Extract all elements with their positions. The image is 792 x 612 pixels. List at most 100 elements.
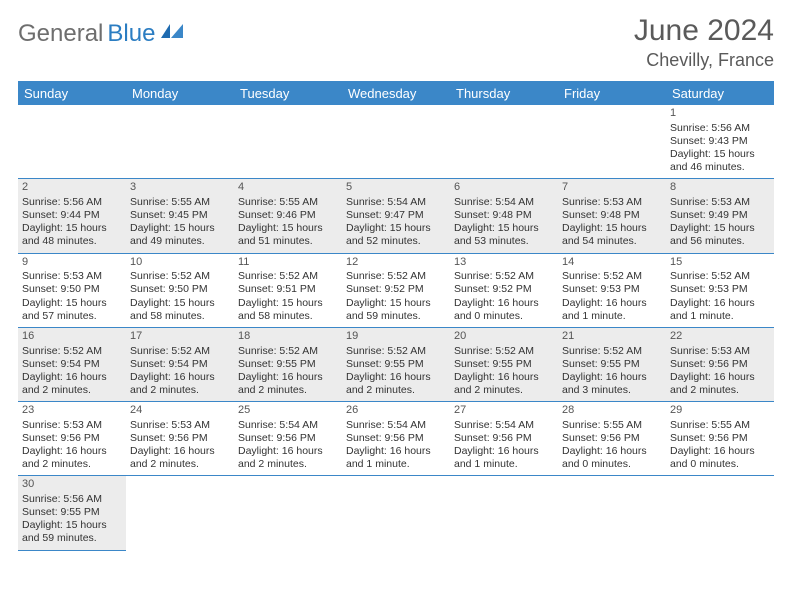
sunset-line: Sunset: 9:51 PM [238,283,338,296]
daylight-line: Daylight: 16 hours and 2 minutes. [130,445,230,471]
sunset-line: Sunset: 9:48 PM [562,209,662,222]
calendar-cell: 20Sunrise: 5:52 AMSunset: 9:55 PMDayligh… [450,328,558,402]
sunset-line: Sunset: 9:49 PM [670,209,770,222]
day-header: Monday [126,82,234,105]
day-number: 1 [670,107,770,121]
calendar-cell-empty [558,476,666,550]
sunset-line: Sunset: 9:44 PM [22,209,122,222]
day-number: 8 [670,181,770,195]
daylight-line: Daylight: 15 hours and 56 minutes. [670,222,770,248]
sunrise-line: Sunrise: 5:56 AM [22,493,122,506]
day-number: 30 [22,478,122,492]
logo: GeneralBlue [18,14,185,48]
sunset-line: Sunset: 9:56 PM [22,432,122,445]
day-number: 6 [454,181,554,195]
calendar-cell-empty [342,476,450,550]
day-number: 3 [130,181,230,195]
day-number: 24 [130,404,230,418]
sunset-line: Sunset: 9:56 PM [562,432,662,445]
calendar-cell: 1Sunrise: 5:56 AMSunset: 9:43 PMDaylight… [666,105,774,179]
daylight-line: Daylight: 16 hours and 2 minutes. [22,445,122,471]
calendar-cell: 21Sunrise: 5:52 AMSunset: 9:55 PMDayligh… [558,328,666,402]
day-number: 22 [670,330,770,344]
calendar-cell: 5Sunrise: 5:54 AMSunset: 9:47 PMDaylight… [342,179,450,253]
day-number: 11 [238,256,338,270]
day-number: 17 [130,330,230,344]
sunset-line: Sunset: 9:52 PM [454,283,554,296]
calendar-cell-empty [450,476,558,550]
sunrise-line: Sunrise: 5:54 AM [454,196,554,209]
calendar-cell: 22Sunrise: 5:53 AMSunset: 9:56 PMDayligh… [666,328,774,402]
sunset-line: Sunset: 9:55 PM [346,358,446,371]
daylight-line: Daylight: 16 hours and 2 minutes. [22,371,122,397]
calendar-cell: 7Sunrise: 5:53 AMSunset: 9:48 PMDaylight… [558,179,666,253]
month-title: June 2024 [634,14,774,48]
sunrise-line: Sunrise: 5:55 AM [238,196,338,209]
daylight-line: Daylight: 15 hours and 57 minutes. [22,297,122,323]
daylight-line: Daylight: 16 hours and 1 minute. [346,445,446,471]
daylight-line: Daylight: 15 hours and 51 minutes. [238,222,338,248]
day-header: Friday [558,82,666,105]
daylight-line: Daylight: 16 hours and 2 minutes. [454,371,554,397]
sunrise-line: Sunrise: 5:55 AM [562,419,662,432]
sunset-line: Sunset: 9:53 PM [670,283,770,296]
sunset-line: Sunset: 9:56 PM [670,432,770,445]
calendar-cell-empty [342,105,450,179]
calendar-cell: 18Sunrise: 5:52 AMSunset: 9:55 PMDayligh… [234,328,342,402]
day-number: 19 [346,330,446,344]
day-number: 7 [562,181,662,195]
calendar-cell: 14Sunrise: 5:52 AMSunset: 9:53 PMDayligh… [558,254,666,328]
calendar-cell-empty [126,105,234,179]
sunset-line: Sunset: 9:56 PM [238,432,338,445]
daylight-line: Daylight: 16 hours and 0 minutes. [562,445,662,471]
sunrise-line: Sunrise: 5:52 AM [670,270,770,283]
daylight-line: Daylight: 16 hours and 0 minutes. [670,445,770,471]
calendar-cell-empty [558,105,666,179]
sunrise-line: Sunrise: 5:52 AM [562,345,662,358]
daylight-line: Daylight: 15 hours and 52 minutes. [346,222,446,248]
day-number: 23 [22,404,122,418]
calendar-cell: 26Sunrise: 5:54 AMSunset: 9:56 PMDayligh… [342,402,450,476]
calendar-cell: 13Sunrise: 5:52 AMSunset: 9:52 PMDayligh… [450,254,558,328]
sunset-line: Sunset: 9:48 PM [454,209,554,222]
calendar-cell: 19Sunrise: 5:52 AMSunset: 9:55 PMDayligh… [342,328,450,402]
flag-icon [161,24,185,47]
daylight-line: Daylight: 16 hours and 1 minute. [562,297,662,323]
day-number: 28 [562,404,662,418]
sunrise-line: Sunrise: 5:55 AM [670,419,770,432]
sunrise-line: Sunrise: 5:53 AM [670,196,770,209]
daylight-line: Daylight: 16 hours and 0 minutes. [454,297,554,323]
sunset-line: Sunset: 9:55 PM [562,358,662,371]
sunset-line: Sunset: 9:54 PM [22,358,122,371]
day-number: 10 [130,256,230,270]
sunrise-line: Sunrise: 5:52 AM [238,345,338,358]
calendar: SundayMondayTuesdayWednesdayThursdayFrid… [18,81,774,551]
daylight-line: Daylight: 16 hours and 2 minutes. [130,371,230,397]
day-header: Tuesday [234,82,342,105]
sunset-line: Sunset: 9:52 PM [346,283,446,296]
calendar-cell: 4Sunrise: 5:55 AMSunset: 9:46 PMDaylight… [234,179,342,253]
sunrise-line: Sunrise: 5:54 AM [346,419,446,432]
sunset-line: Sunset: 9:53 PM [562,283,662,296]
sunrise-line: Sunrise: 5:52 AM [454,345,554,358]
day-number: 21 [562,330,662,344]
daylight-line: Daylight: 16 hours and 2 minutes. [238,445,338,471]
calendar-cell-empty [666,476,774,550]
sunset-line: Sunset: 9:47 PM [346,209,446,222]
calendar-cell: 25Sunrise: 5:54 AMSunset: 9:56 PMDayligh… [234,402,342,476]
calendar-cell: 8Sunrise: 5:53 AMSunset: 9:49 PMDaylight… [666,179,774,253]
sunrise-line: Sunrise: 5:53 AM [670,345,770,358]
daylight-line: Daylight: 15 hours and 58 minutes. [238,297,338,323]
day-number: 26 [346,404,446,418]
day-number: 16 [22,330,122,344]
day-number: 15 [670,256,770,270]
calendar-cell: 17Sunrise: 5:52 AMSunset: 9:54 PMDayligh… [126,328,234,402]
daylight-line: Daylight: 15 hours and 59 minutes. [346,297,446,323]
calendar-cell: 30Sunrise: 5:56 AMSunset: 9:55 PMDayligh… [18,476,126,550]
calendar-cell: 11Sunrise: 5:52 AMSunset: 9:51 PMDayligh… [234,254,342,328]
sunset-line: Sunset: 9:56 PM [346,432,446,445]
daylight-line: Daylight: 16 hours and 1 minute. [670,297,770,323]
calendar-cell: 24Sunrise: 5:53 AMSunset: 9:56 PMDayligh… [126,402,234,476]
daylight-line: Daylight: 16 hours and 3 minutes. [562,371,662,397]
sunset-line: Sunset: 9:50 PM [130,283,230,296]
